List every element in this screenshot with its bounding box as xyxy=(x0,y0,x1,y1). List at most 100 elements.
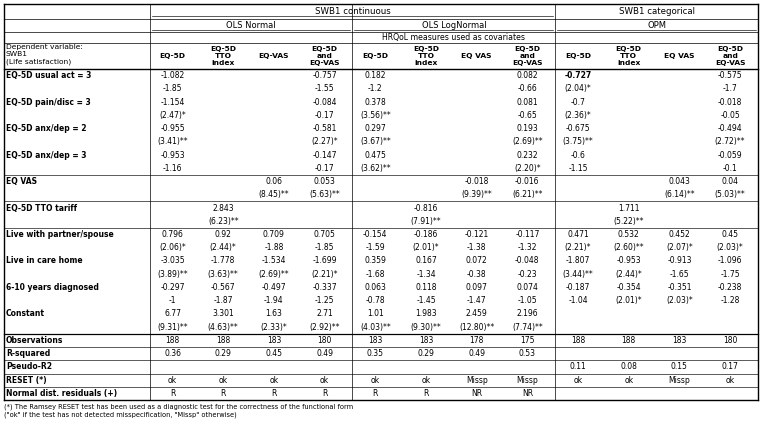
Text: (2.01)*: (2.01)* xyxy=(616,296,642,305)
Text: -1.28: -1.28 xyxy=(720,296,740,305)
Text: -1.68: -1.68 xyxy=(366,270,385,279)
Text: 0.709: 0.709 xyxy=(263,230,285,239)
Text: (2.07)*: (2.07)* xyxy=(666,243,693,252)
Text: (2.47)*: (2.47)* xyxy=(159,111,186,120)
Text: (3.56)**: (3.56)** xyxy=(360,111,391,120)
Text: 0.92: 0.92 xyxy=(215,230,232,239)
Text: -0.65: -0.65 xyxy=(517,111,537,120)
Text: 2.459: 2.459 xyxy=(466,310,488,318)
Text: EQ-5D: EQ-5D xyxy=(159,53,185,59)
Text: 0.063: 0.063 xyxy=(364,283,386,292)
Text: -0.059: -0.059 xyxy=(718,151,742,159)
Text: (2.27)*: (2.27)* xyxy=(312,137,338,146)
Text: (2.03)*: (2.03)* xyxy=(717,243,744,252)
Text: 183: 183 xyxy=(672,336,687,345)
Text: ok: ok xyxy=(371,376,380,385)
Text: -1.38: -1.38 xyxy=(467,243,486,252)
Text: -1.25: -1.25 xyxy=(315,296,335,305)
Text: 0.49: 0.49 xyxy=(316,349,333,358)
Text: -0.816: -0.816 xyxy=(414,204,438,212)
Text: 0.45: 0.45 xyxy=(722,230,738,239)
Text: SWB1 categorical: SWB1 categorical xyxy=(619,7,695,16)
Text: EQ VAS: EQ VAS xyxy=(462,53,492,59)
Text: 1.711: 1.711 xyxy=(618,204,639,212)
Text: 0.082: 0.082 xyxy=(517,71,538,80)
Text: -0.117: -0.117 xyxy=(515,230,539,239)
Text: -3.035: -3.035 xyxy=(160,257,185,265)
Text: -0.1: -0.1 xyxy=(722,164,738,173)
Text: (*) The Ramsey RESET test has been used as a diagnostic test for the correctness: (*) The Ramsey RESET test has been used … xyxy=(4,404,353,418)
Text: ok: ok xyxy=(725,376,735,385)
Text: 0.097: 0.097 xyxy=(466,283,488,292)
Text: -1.55: -1.55 xyxy=(315,84,335,93)
Text: -1.2: -1.2 xyxy=(368,84,383,93)
Text: 0.359: 0.359 xyxy=(364,257,386,265)
Text: OPM: OPM xyxy=(647,21,666,31)
Text: EQ-5D: EQ-5D xyxy=(565,53,591,59)
Text: ok: ok xyxy=(624,376,633,385)
Text: (3.62)**: (3.62)** xyxy=(360,164,391,173)
Text: -0.337: -0.337 xyxy=(312,283,337,292)
Text: ok: ok xyxy=(574,376,583,385)
Text: 0.053: 0.053 xyxy=(314,177,335,186)
Text: -1.16: -1.16 xyxy=(163,164,182,173)
Text: -0.05: -0.05 xyxy=(720,111,740,120)
Text: (6.23)**: (6.23)** xyxy=(208,217,239,226)
Text: 0.167: 0.167 xyxy=(415,257,437,265)
Text: -1.082: -1.082 xyxy=(161,71,184,80)
Text: EQ-5D pain/disc = 3: EQ-5D pain/disc = 3 xyxy=(6,98,91,106)
Text: -0.17: -0.17 xyxy=(315,111,335,120)
Text: (3.63)**: (3.63)** xyxy=(208,270,239,279)
Text: 0.35: 0.35 xyxy=(367,349,384,358)
Text: -1.15: -1.15 xyxy=(568,164,588,173)
Text: -0.7: -0.7 xyxy=(571,98,585,106)
Text: (5.63)**: (5.63)** xyxy=(309,190,340,199)
Text: (12.80)**: (12.80)** xyxy=(459,323,495,332)
Text: 0.06: 0.06 xyxy=(265,177,283,186)
Text: Constant: Constant xyxy=(6,310,45,318)
Text: -0.581: -0.581 xyxy=(312,124,337,133)
Text: (2.69)**: (2.69)** xyxy=(258,270,290,279)
Text: 178: 178 xyxy=(469,336,484,345)
Text: 0.182: 0.182 xyxy=(364,71,386,80)
Text: ok: ok xyxy=(168,376,177,385)
Text: -1.778: -1.778 xyxy=(211,257,235,265)
Text: (9.30)**: (9.30)** xyxy=(411,323,441,332)
Text: 0.471: 0.471 xyxy=(567,230,589,239)
Text: -0.238: -0.238 xyxy=(718,283,742,292)
Text: 6.77: 6.77 xyxy=(164,310,181,318)
Text: -0.297: -0.297 xyxy=(160,283,185,292)
Text: (4.03)**: (4.03)** xyxy=(360,323,391,332)
Text: (2.03)*: (2.03)* xyxy=(666,296,693,305)
Text: -0.23: -0.23 xyxy=(517,270,537,279)
Text: EQ-5D
TTO
index: EQ-5D TTO index xyxy=(616,46,642,66)
Text: (2.01)*: (2.01)* xyxy=(413,243,440,252)
Text: Live in care home: Live in care home xyxy=(6,257,82,265)
Text: (2.44)*: (2.44)* xyxy=(616,270,642,279)
Text: -0.018: -0.018 xyxy=(465,177,489,186)
Text: (3.89)**: (3.89)** xyxy=(157,270,188,279)
Text: 1.63: 1.63 xyxy=(265,310,283,318)
Text: 0.074: 0.074 xyxy=(517,283,538,292)
Text: Observations: Observations xyxy=(6,336,63,345)
Text: (2.36)*: (2.36)* xyxy=(565,111,591,120)
Text: R: R xyxy=(220,389,226,398)
Text: (7.74)**: (7.74)** xyxy=(512,323,543,332)
Text: 0.378: 0.378 xyxy=(364,98,386,106)
Text: Dependent variable:
SWB1
(Life satisfaction): Dependent variable: SWB1 (Life satisfact… xyxy=(6,44,83,64)
Text: -1.59: -1.59 xyxy=(366,243,385,252)
Text: (6.14)**: (6.14)** xyxy=(664,190,695,199)
Text: EQ-VAS: EQ-VAS xyxy=(258,53,289,59)
Text: -0.6: -0.6 xyxy=(571,151,585,159)
Text: -0.955: -0.955 xyxy=(160,124,185,133)
Text: 0.11: 0.11 xyxy=(570,363,587,371)
Text: 0.29: 0.29 xyxy=(215,349,232,358)
Text: 0.08: 0.08 xyxy=(620,363,637,371)
Text: 180: 180 xyxy=(318,336,331,345)
Text: 188: 188 xyxy=(165,336,180,345)
Text: -1.807: -1.807 xyxy=(566,257,591,265)
Text: (3.67)**: (3.67)** xyxy=(360,137,391,146)
Text: (7.91)**: (7.91)** xyxy=(411,217,441,226)
Text: -0.38: -0.38 xyxy=(467,270,486,279)
Text: 0.15: 0.15 xyxy=(671,363,688,371)
